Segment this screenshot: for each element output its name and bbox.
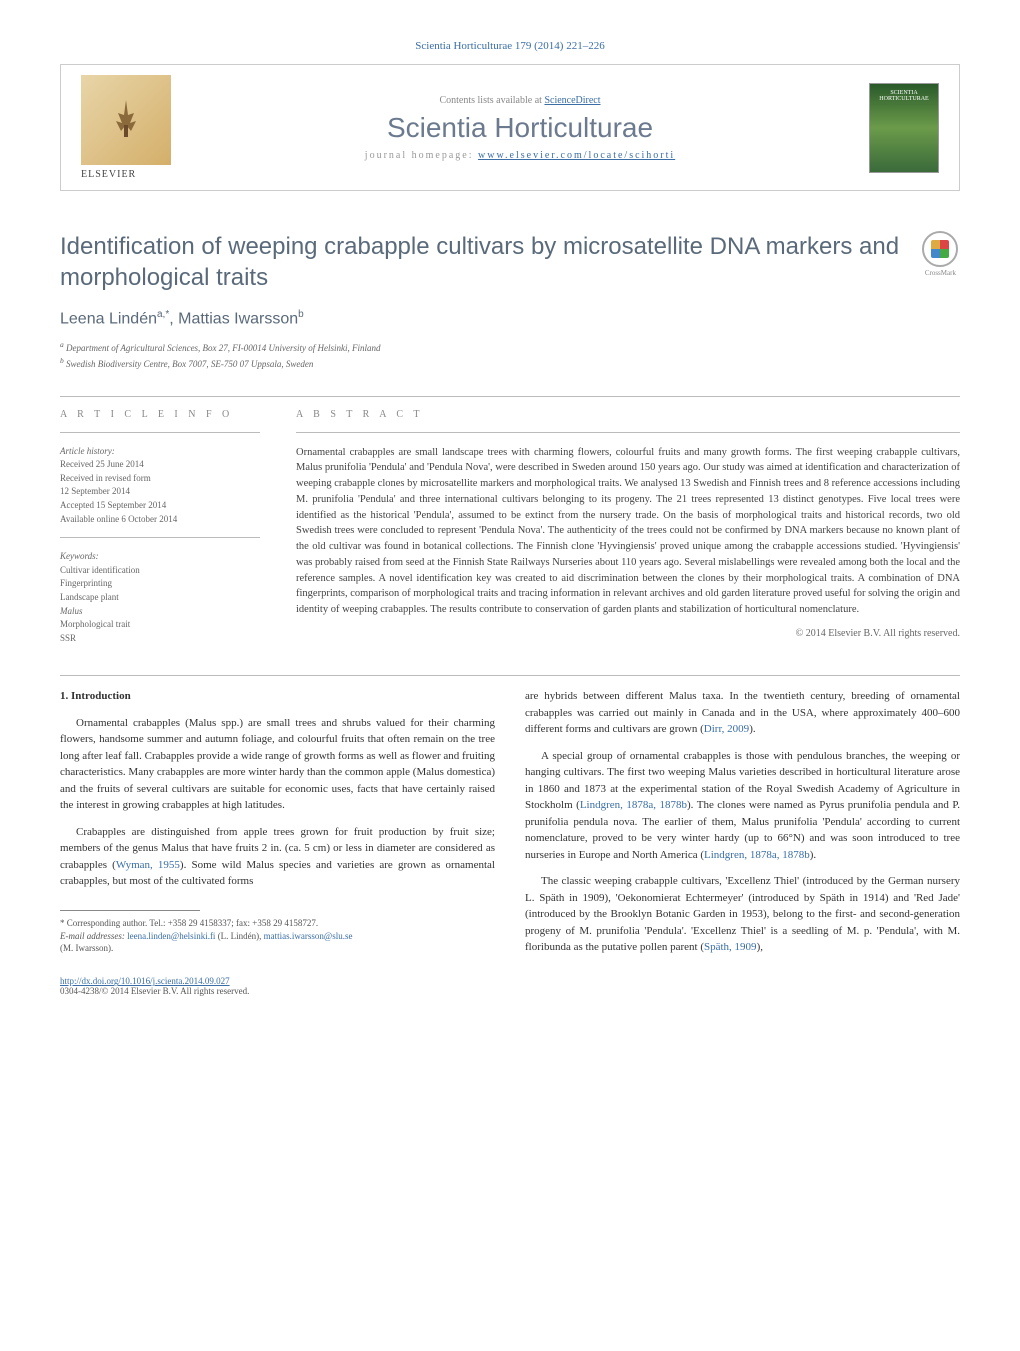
article-info-heading: a r t i c l e i n f o	[60, 409, 260, 420]
affiliation-a: a Department of Agricultural Sciences, B…	[60, 339, 960, 356]
info-divider-2	[60, 537, 260, 538]
affiliation-b: b Swedish Biodiversity Centre, Box 7007,…	[60, 355, 960, 372]
author-1: Leena Lindén	[60, 311, 157, 328]
body-paragraph: A special group of ornamental crabapples…	[525, 748, 960, 864]
body-paragraph: The classic weeping crabapple cultivars,…	[525, 873, 960, 956]
sciencedirect-link[interactable]: ScienceDirect	[544, 95, 600, 106]
author-2: Mattias Iwarsson	[178, 311, 298, 328]
keyword-italic: Malus	[60, 606, 83, 616]
keyword: Fingerprinting	[60, 577, 260, 590]
article-title: Identification of weeping crabapple cult…	[60, 231, 921, 293]
elsevier-tree-icon	[81, 75, 171, 165]
history-line: 12 September 2014	[60, 485, 260, 498]
keyword: Morphological trait	[60, 618, 260, 631]
corresponding-author: * Corresponding author. Tel.: +358 29 41…	[60, 917, 495, 930]
history-line: Accepted 15 September 2014	[60, 499, 260, 512]
abstract-text: Ornamental crabapples are small landscap…	[296, 445, 960, 618]
email-link-2[interactable]: mattias.iwarsson@slu.se	[264, 931, 353, 941]
corr-text: Corresponding author. Tel.: +358 29 4158…	[67, 918, 318, 928]
citation-link[interactable]: Lindgren, 1878a, 1878b	[580, 799, 687, 811]
body-text: ),	[757, 941, 763, 953]
keyword: SSR	[60, 632, 260, 645]
history-line: Received 25 June 2014	[60, 458, 260, 471]
email-line: E-mail addresses: leena.linden@helsinki.…	[60, 930, 495, 955]
footnote-rule	[60, 910, 200, 911]
doi-link[interactable]: http://dx.doi.org/10.1016/j.scienta.2014…	[60, 976, 230, 986]
journal-cover-icon: SCIENTIA HORTICULTURAE	[869, 83, 939, 173]
history-heading: Article history:	[60, 445, 260, 458]
abstract-heading: a b s t r a c t	[296, 409, 960, 420]
abstract-copyright: © 2014 Elsevier B.V. All rights reserved…	[296, 628, 960, 639]
citation-link[interactable]: Dirr, 2009	[704, 723, 749, 735]
journal-homepage-line: journal homepage: www.elsevier.com/locat…	[171, 150, 869, 161]
email-label: E-mail addresses:	[60, 931, 127, 941]
crossmark-label: CrossMark	[925, 269, 956, 277]
body-text: ).	[810, 849, 816, 861]
doi-block: http://dx.doi.org/10.1016/j.scienta.2014…	[60, 976, 960, 996]
keyword: Landscape plant	[60, 591, 260, 604]
intro-heading: 1. Introduction	[60, 688, 495, 705]
aff-text-b: Swedish Biodiversity Centre, Box 7007, S…	[66, 359, 313, 369]
homepage-prefix: journal homepage:	[365, 150, 478, 161]
email-name-1: (L. Lindén),	[215, 931, 263, 941]
keyword: Cultivar identification	[60, 564, 260, 577]
body-paragraph: Ornamental crabapples (Malus spp.) are s…	[60, 715, 495, 814]
email-name-2: (M. Iwarsson).	[60, 943, 113, 953]
aff-text-a: Department of Agricultural Sciences, Box…	[66, 343, 381, 353]
authors: Leena Lindéna,*, Mattias Iwarssonb	[60, 309, 960, 328]
crossmark-badge[interactable]: CrossMark	[921, 231, 960, 279]
body-columns: 1. Introduction Ornamental crabapples (M…	[60, 688, 960, 960]
keywords-heading: Keywords:	[60, 550, 260, 563]
header-citation: Scientia Horticulturae 179 (2014) 221–22…	[60, 40, 960, 52]
body-paragraph: are hybrids between different Malus taxa…	[525, 688, 960, 738]
history-line: Received in revised form	[60, 472, 260, 485]
body-text: ).	[749, 723, 755, 735]
divider-top	[60, 396, 960, 397]
aff-sup-b: b	[60, 356, 64, 365]
footnotes: * Corresponding author. Tel.: +358 29 41…	[60, 917, 495, 955]
header-center: Contents lists available at ScienceDirec…	[171, 95, 869, 161]
abstract-divider	[296, 432, 960, 433]
crossmark-icon	[922, 231, 958, 267]
elsevier-logo: ELSEVIER	[81, 75, 171, 180]
issn-line: 0304-4238/© 2014 Elsevier B.V. All right…	[60, 986, 960, 996]
header-box: ELSEVIER Contents lists available at Sci…	[60, 64, 960, 191]
info-abstract-row: a r t i c l e i n f o Article history: R…	[60, 409, 960, 646]
citation-link[interactable]: Lindgren, 1878a, 1878b	[704, 849, 810, 861]
contents-line: Contents lists available at ScienceDirec…	[171, 95, 869, 106]
cover-label: SCIENTIA HORTICULTURAE	[870, 90, 938, 102]
affiliations: a Department of Agricultural Sciences, B…	[60, 339, 960, 372]
history-line: Available online 6 October 2014	[60, 513, 260, 526]
info-divider-1	[60, 432, 260, 433]
journal-name: Scientia Horticulturae	[171, 112, 869, 144]
keyword: Malus	[60, 605, 260, 618]
aff-sup-a: a	[60, 340, 64, 349]
homepage-link[interactable]: www.elsevier.com/locate/scihorti	[478, 150, 675, 161]
title-row: Identification of weeping crabapple cult…	[60, 231, 960, 309]
citation-link[interactable]: Späth, 1909	[704, 941, 757, 953]
author-2-aff: b	[298, 309, 304, 320]
contents-prefix: Contents lists available at	[439, 95, 544, 106]
divider-bottom	[60, 675, 960, 676]
abstract-column: a b s t r a c t Ornamental crabapples ar…	[296, 409, 960, 646]
author-sep: ,	[169, 311, 178, 328]
elsevier-label: ELSEVIER	[81, 169, 171, 180]
citation-link[interactable]: Wyman, 1955	[116, 859, 180, 871]
article-info-column: a r t i c l e i n f o Article history: R…	[60, 409, 260, 646]
body-paragraph: Crabapples are distinguished from apple …	[60, 824, 495, 890]
email-link-1[interactable]: leena.linden@helsinki.fi	[127, 931, 215, 941]
